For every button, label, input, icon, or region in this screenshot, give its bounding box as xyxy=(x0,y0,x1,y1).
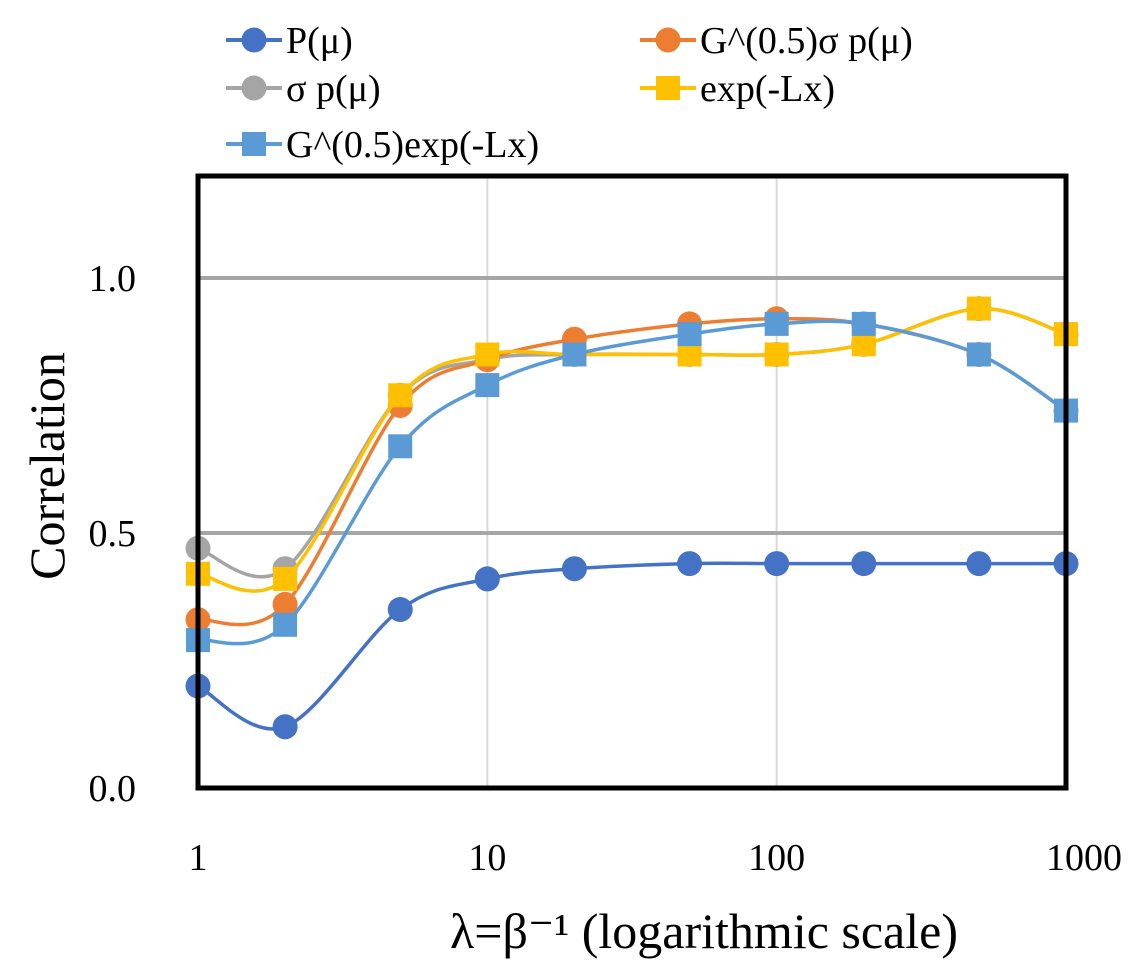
tick-labels: 0.0 0.5 1.0 1 10 100 1000 xyxy=(89,258,1123,879)
x-tick-label: 10 xyxy=(468,837,506,879)
data-point xyxy=(475,342,500,367)
data-point xyxy=(388,434,413,459)
data-point xyxy=(677,322,702,347)
y-tick-label: 0.5 xyxy=(89,513,137,555)
legend-label: P(μ) xyxy=(286,20,353,62)
data-point xyxy=(764,551,790,577)
y-tick-label: 1.0 xyxy=(89,258,137,300)
y-tick-label: 0.0 xyxy=(89,768,137,810)
legend-item: σ p(μ) xyxy=(226,68,381,110)
legend-marker xyxy=(241,75,267,101)
data-point xyxy=(273,612,298,637)
data-point xyxy=(764,311,789,336)
series-line xyxy=(197,306,1067,593)
series-4 xyxy=(186,311,1078,653)
series-line xyxy=(197,317,1067,627)
data-point xyxy=(851,311,876,336)
x-axis-title: λ=β⁻¹ (logarithmic scale) xyxy=(450,903,958,959)
x-tick-label: 1 xyxy=(189,837,208,879)
data-point xyxy=(475,373,500,398)
legend-item: P(μ) xyxy=(226,20,353,62)
data-point xyxy=(851,551,877,577)
series-2 xyxy=(185,296,1079,582)
plot-area-frame xyxy=(195,173,1069,791)
legend-label: σ p(μ) xyxy=(286,68,381,110)
data-point xyxy=(677,342,702,367)
data-point xyxy=(388,383,413,408)
data-point xyxy=(851,332,876,357)
series-layer xyxy=(185,296,1079,740)
legend-label: G^(0.5)σ p(μ) xyxy=(700,20,913,62)
x-tick-label: 100 xyxy=(748,837,805,879)
data-point xyxy=(677,551,703,577)
legend-item: exp(-Lx) xyxy=(640,68,835,110)
legend: P(μ) G^(0.5)σ p(μ) σ p(μ) exp(-Lx) G^(0.5)ex… xyxy=(226,20,913,166)
data-point xyxy=(273,566,298,591)
data-point xyxy=(387,597,413,622)
legend-marker xyxy=(241,27,267,53)
data-point xyxy=(272,714,298,740)
data-point xyxy=(562,342,587,367)
legend-marker xyxy=(242,132,266,156)
data-point xyxy=(764,342,789,367)
x-tick-label: 1000 xyxy=(1046,837,1122,879)
data-point xyxy=(272,591,298,617)
legend-item: G^(0.5)σ p(μ) xyxy=(640,20,913,62)
legend-marker xyxy=(655,27,681,53)
y-axis-title: Correlation xyxy=(19,352,75,580)
series-line xyxy=(197,561,1066,731)
legend-marker xyxy=(656,76,680,100)
legend-label: exp(-Lx) xyxy=(700,68,835,110)
series-0 xyxy=(185,551,1079,740)
data-point xyxy=(561,556,587,582)
legend-item: G^(0.5)exp(-Lx) xyxy=(226,124,539,166)
gridlines xyxy=(198,176,1066,788)
series-line xyxy=(197,319,1067,646)
data-point xyxy=(966,296,991,321)
data-point xyxy=(474,566,500,592)
legend-label: G^(0.5)exp(-Lx) xyxy=(286,124,539,166)
data-point xyxy=(966,551,992,577)
data-point xyxy=(966,342,991,367)
